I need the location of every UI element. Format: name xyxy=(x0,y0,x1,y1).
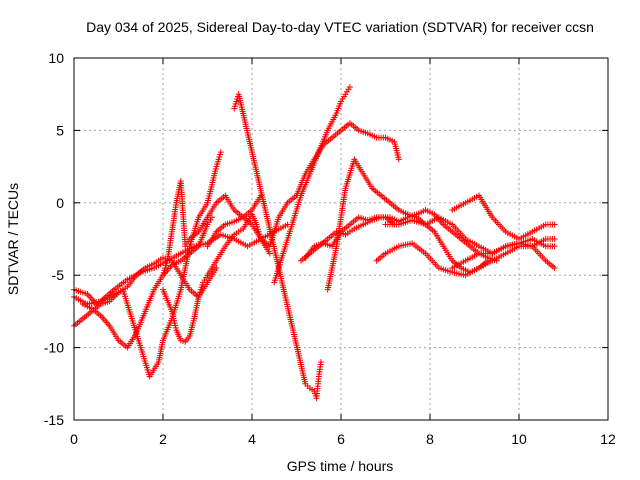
x-tick-label: 2 xyxy=(159,431,167,447)
series-pass-o xyxy=(302,214,398,261)
x-axis-label: GPS time / hours xyxy=(287,458,394,474)
chart-title: Day 034 of 2025, Sidereal Day-to-day VTE… xyxy=(86,19,594,35)
x-tick-label: 6 xyxy=(337,431,345,447)
data-point xyxy=(395,156,402,163)
series-pass-d xyxy=(79,214,215,351)
x-tick-label: 0 xyxy=(70,431,78,447)
y-tick-label: -10 xyxy=(44,340,64,356)
series-pass-h xyxy=(271,83,353,286)
data-point xyxy=(266,250,273,257)
axis-ticks: 0 2 4 6 8 10 12 10 5 0 -5 -10 -15 xyxy=(44,50,616,447)
y-axis-label: SDTVAR / TECUs xyxy=(5,183,21,295)
y-tick-label: 10 xyxy=(48,50,64,66)
data-point xyxy=(317,359,324,366)
series-pass-n xyxy=(382,214,558,257)
data-point xyxy=(551,264,558,271)
data-point xyxy=(551,236,558,242)
y-tick-label: -15 xyxy=(44,412,64,428)
series-pass-f xyxy=(160,178,264,279)
series-pass-c xyxy=(71,254,220,329)
data-point xyxy=(391,221,398,228)
x-tick-label: 10 xyxy=(511,431,527,447)
x-tick-label: 12 xyxy=(600,431,616,447)
data-point xyxy=(346,83,353,90)
y-tick-label: 0 xyxy=(56,195,64,211)
data-point xyxy=(213,264,220,271)
x-tick-label: 4 xyxy=(248,431,256,447)
series-pass-k xyxy=(449,192,558,242)
y-tick-label: -5 xyxy=(52,267,65,283)
data-point xyxy=(217,149,224,156)
series-spikes xyxy=(231,91,324,402)
series-pass-e xyxy=(160,211,273,345)
series-pass-i xyxy=(297,207,500,264)
data-point xyxy=(551,243,558,250)
y-tick-label: 5 xyxy=(56,122,64,138)
data-point xyxy=(551,221,558,228)
data-marks xyxy=(71,83,558,402)
series-pass-g xyxy=(204,120,402,250)
x-tick-label: 8 xyxy=(426,431,434,447)
